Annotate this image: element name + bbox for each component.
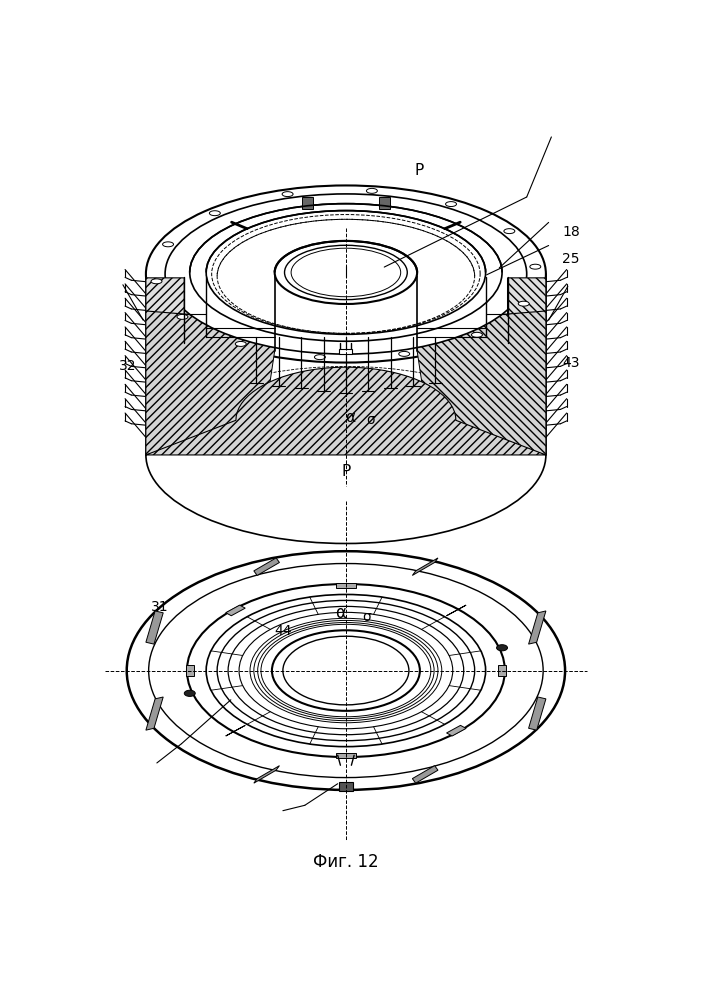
Text: 25: 25 xyxy=(562,252,580,266)
Polygon shape xyxy=(254,766,279,783)
Polygon shape xyxy=(412,558,438,575)
Polygon shape xyxy=(417,309,546,455)
Text: α: α xyxy=(335,604,346,622)
Text: P: P xyxy=(341,464,351,479)
Polygon shape xyxy=(146,309,274,455)
Ellipse shape xyxy=(504,229,515,234)
Ellipse shape xyxy=(261,624,431,717)
Ellipse shape xyxy=(254,620,438,721)
Polygon shape xyxy=(379,197,390,209)
Ellipse shape xyxy=(187,584,505,757)
Ellipse shape xyxy=(217,600,474,741)
Ellipse shape xyxy=(315,355,325,360)
Ellipse shape xyxy=(445,202,457,207)
Ellipse shape xyxy=(185,690,195,696)
Ellipse shape xyxy=(472,332,482,337)
Polygon shape xyxy=(498,665,506,676)
Text: σ: σ xyxy=(367,413,375,427)
Ellipse shape xyxy=(148,564,543,778)
Ellipse shape xyxy=(366,188,378,193)
Ellipse shape xyxy=(177,314,188,319)
Ellipse shape xyxy=(282,192,293,197)
Polygon shape xyxy=(339,782,353,791)
Polygon shape xyxy=(447,725,466,736)
Text: α: α xyxy=(345,410,356,425)
Polygon shape xyxy=(339,349,353,354)
Text: P: P xyxy=(414,163,423,178)
Ellipse shape xyxy=(239,612,452,729)
Text: 43: 43 xyxy=(562,356,580,370)
Text: σ: σ xyxy=(363,610,371,624)
Text: 18: 18 xyxy=(562,225,580,239)
Polygon shape xyxy=(336,583,356,588)
Ellipse shape xyxy=(127,551,565,790)
Polygon shape xyxy=(146,278,185,314)
Ellipse shape xyxy=(163,242,173,247)
Text: 44: 44 xyxy=(274,624,292,638)
Polygon shape xyxy=(226,725,245,736)
Polygon shape xyxy=(508,278,546,314)
Ellipse shape xyxy=(146,185,546,363)
Ellipse shape xyxy=(206,594,486,747)
Polygon shape xyxy=(447,605,466,616)
Ellipse shape xyxy=(275,241,417,304)
Text: Фиг. 12: Фиг. 12 xyxy=(313,853,379,871)
Polygon shape xyxy=(146,697,163,730)
Polygon shape xyxy=(146,611,163,644)
Polygon shape xyxy=(529,697,546,730)
Polygon shape xyxy=(226,605,245,616)
Ellipse shape xyxy=(209,211,221,216)
Ellipse shape xyxy=(291,248,401,297)
Ellipse shape xyxy=(235,341,246,346)
Ellipse shape xyxy=(189,204,502,341)
Ellipse shape xyxy=(228,606,464,735)
Text: 32: 32 xyxy=(119,359,136,373)
Ellipse shape xyxy=(257,623,434,719)
Ellipse shape xyxy=(518,301,530,306)
Ellipse shape xyxy=(206,211,486,334)
Ellipse shape xyxy=(165,194,527,354)
Ellipse shape xyxy=(284,245,407,300)
Polygon shape xyxy=(302,197,313,209)
Polygon shape xyxy=(336,753,356,758)
Ellipse shape xyxy=(496,645,508,651)
Text: 31: 31 xyxy=(151,600,169,614)
Ellipse shape xyxy=(151,279,162,284)
Polygon shape xyxy=(412,766,438,783)
Ellipse shape xyxy=(399,351,409,356)
Ellipse shape xyxy=(250,618,442,723)
Ellipse shape xyxy=(530,264,541,269)
Polygon shape xyxy=(146,367,546,455)
Ellipse shape xyxy=(272,630,420,711)
Polygon shape xyxy=(254,558,279,575)
Polygon shape xyxy=(529,611,546,644)
Ellipse shape xyxy=(283,636,409,705)
Polygon shape xyxy=(186,665,194,676)
